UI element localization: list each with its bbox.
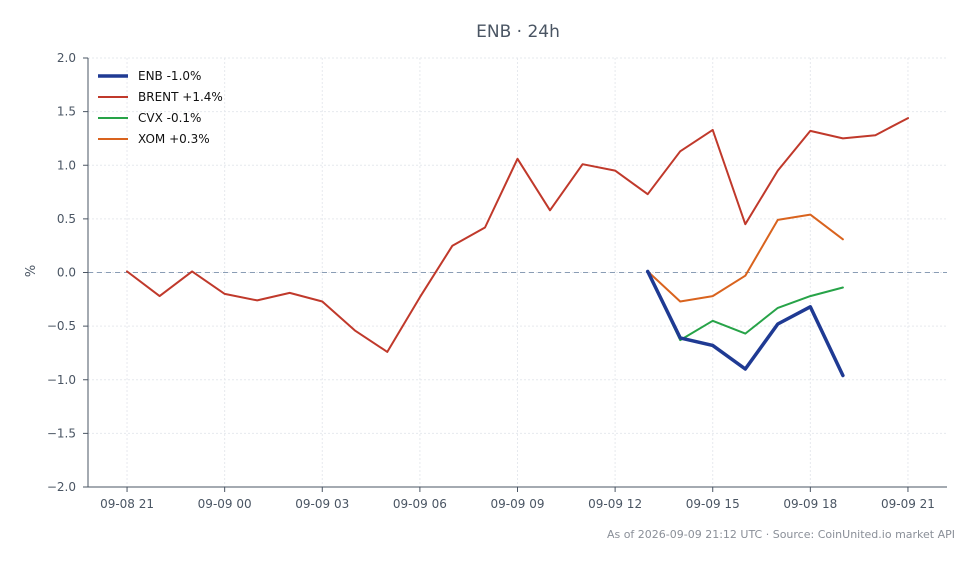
x-tick-label: 09-09 09: [491, 497, 545, 511]
x-tick-label: 09-09 03: [295, 497, 349, 511]
x-tick-label: 09-09 00: [198, 497, 252, 511]
y-tick-label: 2.0: [57, 51, 76, 65]
x-tick-label: 09-08 21: [100, 497, 154, 511]
footer-source-note: As of 2026-09-09 21:12 UTC · Source: Coi…: [607, 528, 955, 541]
series-line-cvx: [646, 270, 844, 342]
legend-label: XOM +0.3%: [138, 132, 210, 146]
y-tick-label: 0.5: [57, 212, 76, 226]
chart-title: ENB · 24h: [476, 22, 560, 42]
x-tick-label: 09-09 12: [588, 497, 642, 511]
grid: [88, 57, 947, 488]
legend-label: ENB -1.0%: [138, 69, 201, 83]
y-tick-label: 1.0: [57, 158, 76, 172]
y-axis-label: %: [24, 265, 39, 277]
series-line-brent: [126, 117, 909, 353]
y-tick-label: 1.5: [57, 105, 76, 119]
y-tick-label: −0.5: [47, 319, 76, 333]
y-tick-label: 0.0: [57, 266, 76, 280]
axes: −2.0 −1.5 −1.0 −0.5 0.0 0.5 1.0 1.5 2.0 09-08 21 0…: [47, 51, 947, 511]
legend-label: CVX -0.1%: [138, 111, 201, 125]
y-tick-label: −1.0: [47, 373, 76, 387]
series-line-xom: [646, 213, 844, 303]
series-line-enb: [645, 269, 845, 378]
legend: ENB -1.0% BRENT +1.4% CVX -0.1% XOM +0.3%: [98, 69, 223, 146]
x-tick-label: 09-09 21: [881, 497, 935, 511]
series-lines: [126, 117, 909, 378]
y-tick-label: −1.5: [47, 426, 76, 440]
y-tick-label: −2.0: [47, 480, 76, 494]
legend-label: BRENT +1.4%: [138, 90, 223, 104]
x-tick-label: 09-09 06: [393, 497, 447, 511]
x-tick-label: 09-09 18: [783, 497, 837, 511]
x-tick-label: 09-09 15: [686, 497, 740, 511]
